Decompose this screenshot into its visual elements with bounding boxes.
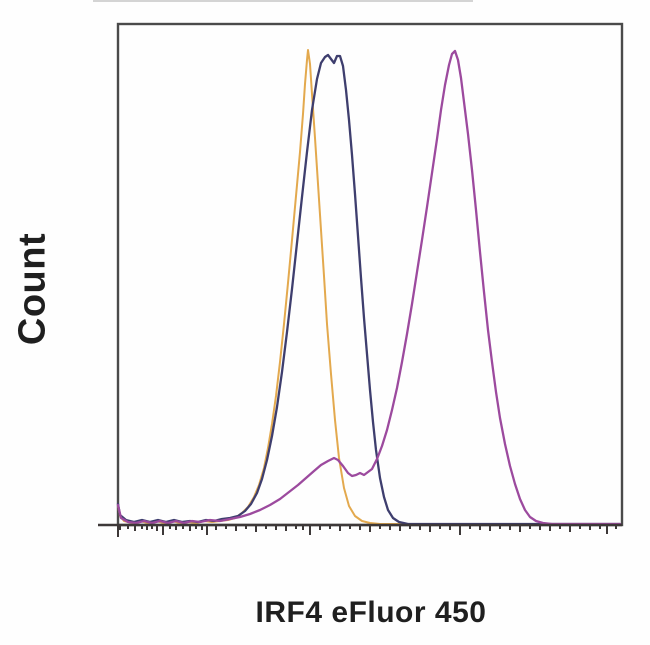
top-edge-artifact (93, 0, 473, 2)
histogram-curve-purple (116, 49, 622, 526)
x-axis-label: IRF4 eFluor 450 (255, 596, 487, 629)
plot-border (116, 22, 624, 527)
y-axis-label: Count (11, 232, 54, 346)
